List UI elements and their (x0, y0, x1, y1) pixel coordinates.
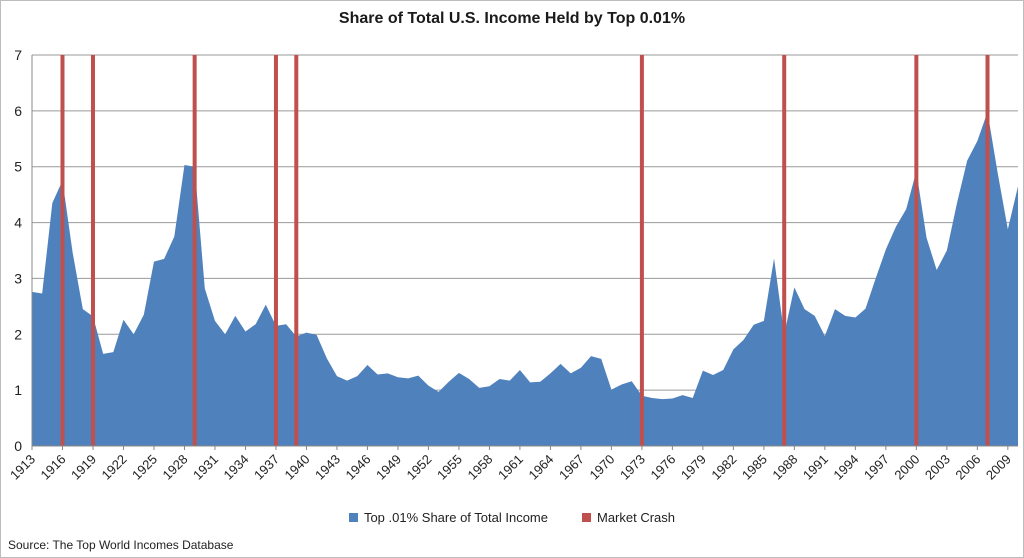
x-tick-label: 1949 (373, 452, 404, 483)
market-crash-line-1916 (60, 55, 65, 446)
axes (31, 55, 1018, 447)
y-tick-label: 6 (14, 103, 22, 119)
legend-swatch-blue (348, 513, 358, 522)
market-crash-line-1919 (90, 55, 95, 446)
x-tick-label: 1985 (739, 452, 770, 483)
legend: Top .01% Share of Total Income Market Cr… (0, 510, 1024, 525)
y-tick-label: 0 (14, 438, 22, 454)
income-share-area (32, 111, 1018, 446)
x-tick-label: 1961 (495, 452, 526, 483)
x-tick-label: 1934 (221, 452, 252, 483)
x-tick-label: 1997 (861, 452, 892, 483)
x-tick-label: 1952 (403, 452, 434, 483)
y-tick-label: 4 (14, 215, 22, 231)
x-tick-label: 1967 (556, 452, 587, 483)
x-tick-label: 1925 (129, 452, 160, 483)
market-crash-line-2007 (985, 55, 990, 446)
source-note: Source: The Top World Incomes Database (8, 538, 234, 552)
x-tick-label: 1943 (312, 452, 343, 483)
x-tick-label: 1919 (68, 452, 99, 483)
x-tick-label: 1958 (464, 452, 495, 483)
x-tick-label: 1946 (343, 452, 374, 483)
x-tick-label: 1973 (617, 452, 648, 483)
x-tick-label: 2000 (891, 452, 922, 483)
legend-label: Market Crash (597, 510, 676, 525)
y-tick-label: 5 (14, 159, 22, 175)
legend-swatch-red (582, 513, 591, 522)
y-axis-ticks: 0 1 2 3 4 5 6 7 (14, 47, 22, 454)
chart-title: Share of Total U.S. Income Held by Top 0… (338, 10, 686, 27)
x-tick-label: 1976 (647, 452, 678, 483)
market-crash-lines (60, 55, 990, 446)
x-axis-ticks: 1913 1916 1919 1922 1925 1928 1931 1934 1937 1940… (7, 446, 1014, 483)
market-crash-line-1973 (639, 55, 644, 446)
x-tick-label: 2009 (983, 452, 1014, 483)
y-tick-label: 3 (14, 270, 22, 286)
y-tick-label: 1 (14, 382, 22, 398)
x-tick-label: 2003 (922, 452, 953, 483)
market-crash-line-1929 (192, 55, 197, 446)
legend-item-income-share: Top .01% Share of Total Income (348, 510, 548, 525)
legend-item-market-crash: Market Crash (582, 510, 675, 525)
x-tick-label: 1982 (708, 452, 739, 483)
x-tick-label: 1940 (282, 452, 313, 483)
x-tick-label: 1928 (160, 452, 191, 483)
x-tick-label: 1991 (800, 452, 831, 483)
x-tick-label: 1937 (251, 452, 282, 483)
x-tick-label: 1955 (434, 452, 465, 483)
market-crash-line-1939 (294, 55, 299, 446)
market-crash-line-1937 (273, 55, 278, 446)
x-tick-label: 1931 (190, 452, 221, 483)
x-tick-label: 1922 (99, 452, 130, 483)
x-tick-label: 1988 (769, 452, 800, 483)
x-tick-label: 1970 (586, 452, 617, 483)
market-crash-line-2000 (914, 55, 919, 446)
x-tick-label: 1913 (7, 452, 38, 483)
area-series (32, 111, 1018, 446)
market-crash-line-1987 (782, 55, 787, 446)
x-tick-label: 1994 (830, 452, 861, 483)
y-tick-label: 7 (14, 47, 22, 63)
x-tick-label: 1979 (678, 452, 709, 483)
x-tick-label: 1964 (525, 452, 556, 483)
legend-label: Top .01% Share of Total Income (363, 510, 548, 525)
y-tick-label: 2 (14, 326, 22, 342)
x-tick-label: 1916 (38, 452, 69, 483)
x-tick-label: 2006 (952, 452, 983, 483)
